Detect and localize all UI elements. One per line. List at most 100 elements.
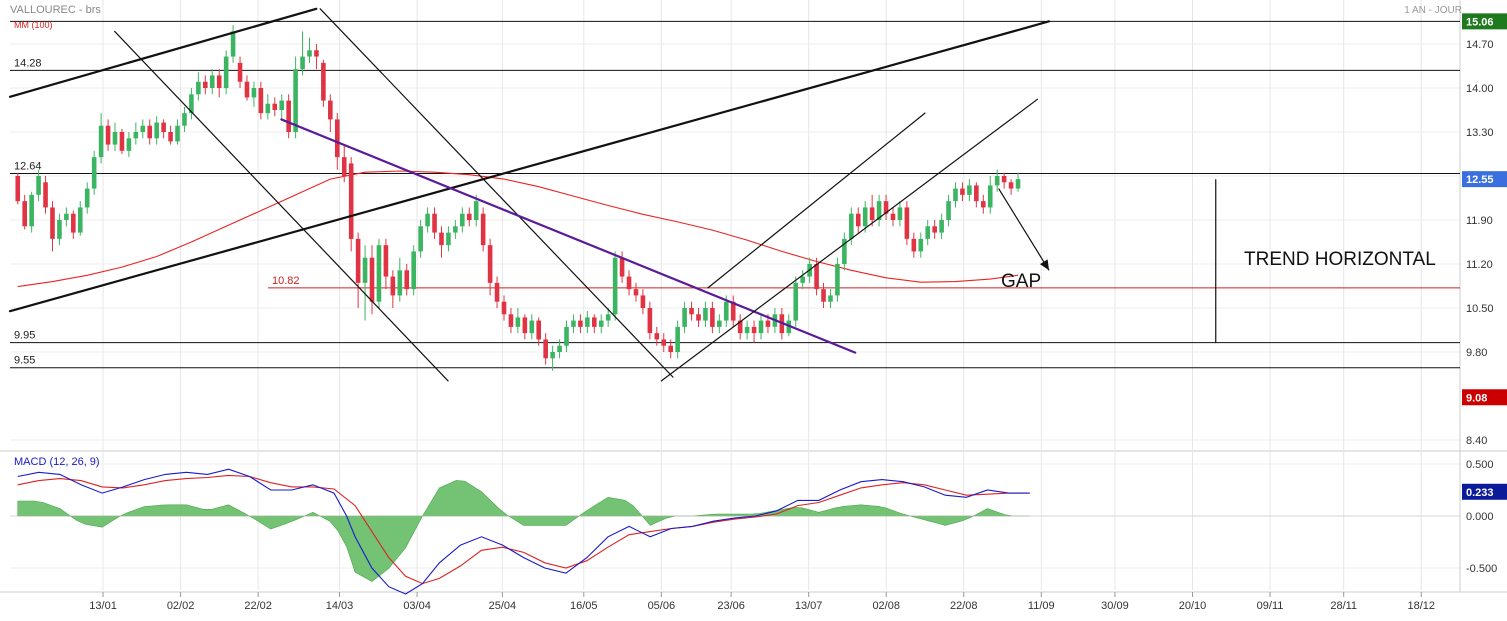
candle-body: [717, 320, 722, 327]
trend-line: [280, 118, 857, 354]
candle-body: [265, 103, 271, 114]
level-label: 9.95: [14, 330, 35, 342]
candle-body: [64, 213, 69, 220]
x-tick-label: 03/04: [403, 600, 431, 612]
macd-panel: [10, 468, 1460, 595]
candle-body: [529, 320, 535, 334]
annotations-layer: TREND HORIZONTAL GAP: [998, 188, 1436, 292]
candle-body: [501, 301, 507, 315]
level-label: 9.55: [14, 355, 35, 367]
candle-body: [967, 185, 972, 195]
candle-body: [765, 320, 771, 327]
level-label: 10.82: [272, 275, 300, 287]
candle-body: [800, 276, 805, 283]
x-tick-label: 22/02: [244, 600, 272, 612]
candle-body: [862, 207, 868, 227]
candle-body: [300, 56, 305, 70]
x-tick-label: 22/08: [950, 600, 978, 612]
gap-label: GAP: [1001, 271, 1041, 292]
candle-body: [682, 308, 687, 327]
y-tick-label: 8.40: [1466, 435, 1487, 447]
candle-body: [154, 122, 159, 139]
x-tick-label: 20/10: [1179, 600, 1207, 612]
macd-badge-label: 0.233: [1466, 487, 1494, 499]
candle-body: [196, 81, 201, 95]
macd-signal-line: [17, 474, 1030, 585]
candle-body: [869, 207, 875, 220]
candle-body: [460, 213, 465, 227]
candle-body: [668, 345, 674, 352]
candle-body: [230, 31, 236, 57]
macd-y-tick-label: 0.500: [1466, 459, 1494, 471]
candle-body: [112, 132, 118, 145]
trend-line: [114, 30, 449, 382]
candle-body: [223, 56, 229, 88]
candle-body: [314, 50, 319, 57]
level-label: 12.64: [14, 160, 42, 172]
header-labels: VALLOUREC - brs MM (100) 1 AN - JOUR MAC…: [10, 4, 1462, 468]
moving-average-line: [17, 170, 1019, 288]
candle-body: [293, 69, 298, 132]
moving-average-layer: [17, 170, 1019, 288]
candle-body: [494, 282, 500, 302]
candle-body: [161, 122, 166, 132]
candle-body: [480, 213, 486, 246]
ma-legend-label: MM (100): [14, 20, 53, 30]
candle-body: [383, 245, 389, 277]
candle-body: [390, 276, 396, 296]
candle-body: [418, 226, 423, 252]
x-tick-label: 14/03: [326, 600, 354, 612]
candle-body: [814, 264, 819, 290]
candle-body: [835, 264, 840, 296]
candle-body: [237, 62, 243, 82]
y-tick-label: 14.00: [1466, 83, 1494, 95]
candle-body: [737, 320, 743, 334]
level-label: 14.28: [14, 57, 42, 69]
candle-body: [175, 125, 180, 142]
x-tick-label: 09/11: [1257, 600, 1284, 612]
candle-body: [793, 282, 799, 321]
candle-body: [50, 207, 55, 239]
candle-body: [91, 157, 97, 189]
candle-body: [133, 132, 139, 139]
candle-body: [446, 232, 451, 246]
gap-arrow-head: [1039, 259, 1050, 271]
candle-body: [168, 132, 173, 142]
candle-body: [689, 308, 694, 315]
candle-body: [439, 232, 444, 246]
candle-body: [209, 75, 215, 88]
candle-body: [842, 238, 847, 264]
x-tick-label: 28/11: [1330, 600, 1357, 612]
macd-y-tick-label: -0.500: [1466, 563, 1497, 575]
candle-body: [723, 301, 729, 321]
candle-body: [453, 226, 458, 233]
candle-body: [987, 185, 993, 208]
candle-body: [466, 213, 472, 220]
candle-body: [585, 317, 590, 327]
candle-body: [1001, 176, 1007, 183]
x-tick-label: 25/04: [489, 600, 517, 612]
candle-body: [473, 201, 479, 220]
candle-body: [508, 314, 514, 327]
candle-body: [661, 339, 667, 346]
candle-body: [744, 326, 750, 334]
candle-body: [786, 320, 792, 334]
candle-body: [203, 81, 208, 88]
candle-body: [939, 220, 944, 233]
candle-body: [244, 81, 250, 98]
candle-body: [362, 257, 368, 283]
candle-body: [98, 125, 104, 158]
x-tick-label: 23/06: [717, 600, 745, 612]
candle-body: [487, 245, 493, 283]
candle-body: [341, 157, 347, 176]
y-tick-label: 11.20: [1466, 259, 1493, 271]
candle-body: [126, 138, 132, 151]
y-tick-label: 13.30: [1466, 127, 1494, 139]
candle-body: [251, 88, 257, 98]
candle-body: [578, 320, 583, 327]
candle-body: [953, 188, 958, 202]
candle-body: [821, 289, 826, 302]
candle-body: [710, 308, 715, 327]
period-label: 1 AN - JOUR: [1404, 5, 1462, 16]
